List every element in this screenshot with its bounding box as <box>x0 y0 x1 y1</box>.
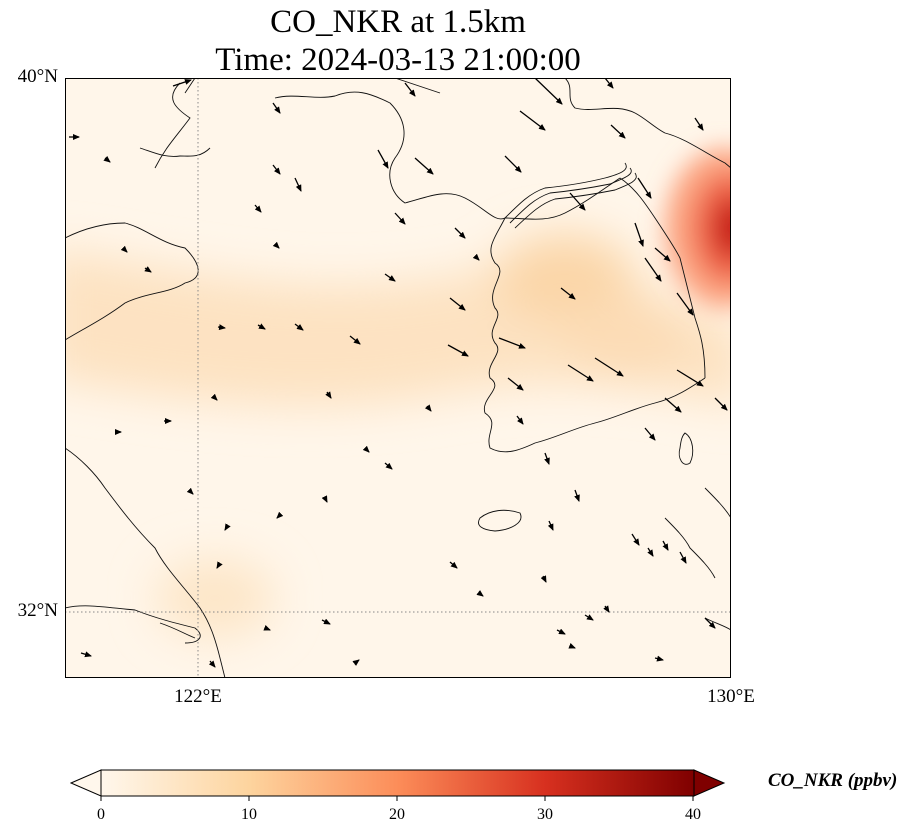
colorbar-tick-10: 10 <box>241 806 257 823</box>
co-concentration-field <box>65 233 731 638</box>
lat-label-32n: 32°N <box>17 600 58 621</box>
map-plot <box>65 78 731 678</box>
co-hotspot <box>665 148 731 308</box>
colorbar-extend-high <box>693 769 726 797</box>
colorbar-extend-low <box>70 769 102 797</box>
wind-vectors <box>69 78 728 668</box>
colorbar-tick-20: 20 <box>389 806 405 823</box>
lon-label-122e: 122°E <box>174 686 222 707</box>
colorbar-gradient <box>100 769 695 797</box>
map-title-line-2: Time: 2024-03-13 21:00:00 <box>215 42 581 78</box>
map-title-line-1: CO_NKR at 1.5km <box>270 4 526 40</box>
colorbar-tick-40: 40 <box>685 806 701 823</box>
map-border <box>65 78 731 678</box>
colorbar-label: CO_NKR (ppbv) <box>768 770 898 791</box>
colorbar-tick-30: 30 <box>537 806 553 823</box>
lon-label-130e: 130°E <box>707 686 755 707</box>
gridlines <box>65 78 731 678</box>
colorbar <box>70 769 726 801</box>
lat-label-40n: 40°N <box>17 66 58 87</box>
colorbar-tick-0: 0 <box>97 806 105 823</box>
